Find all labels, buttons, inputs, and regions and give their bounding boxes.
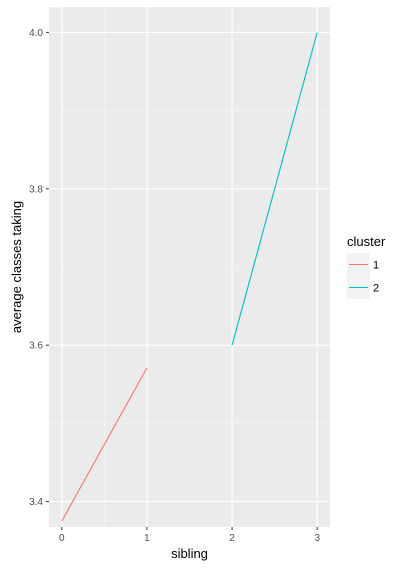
series-layer [61,32,318,522]
series-line-cluster-1 [61,367,148,522]
x-tick-label: 3 [314,533,320,544]
legend: cluster 12 [347,234,386,299]
y-axis-title: average classes taking [9,201,24,333]
y-tick-label: 3.8 [29,184,43,195]
legend-items: 12 [347,253,379,299]
series-line-cluster-2 [231,32,318,346]
grid-major [49,7,330,527]
y-tick-label: 3.6 [29,341,43,352]
x-tick-label: 1 [144,533,150,544]
legend-label: 2 [373,283,379,295]
x-axis-title: sibling [171,546,208,561]
legend-title: cluster [347,234,386,249]
x-axis: 0 1 2 3 [59,527,320,544]
x-tick-label: 0 [59,533,65,544]
y-axis: 3.4 3.6 3.8 4.0 [29,28,49,508]
y-tick-label: 4.0 [29,28,43,39]
grid-minor [49,7,330,527]
x-tick-label: 2 [229,533,235,544]
y-tick-label: 3.4 [29,497,43,508]
legend-label: 1 [373,260,379,272]
